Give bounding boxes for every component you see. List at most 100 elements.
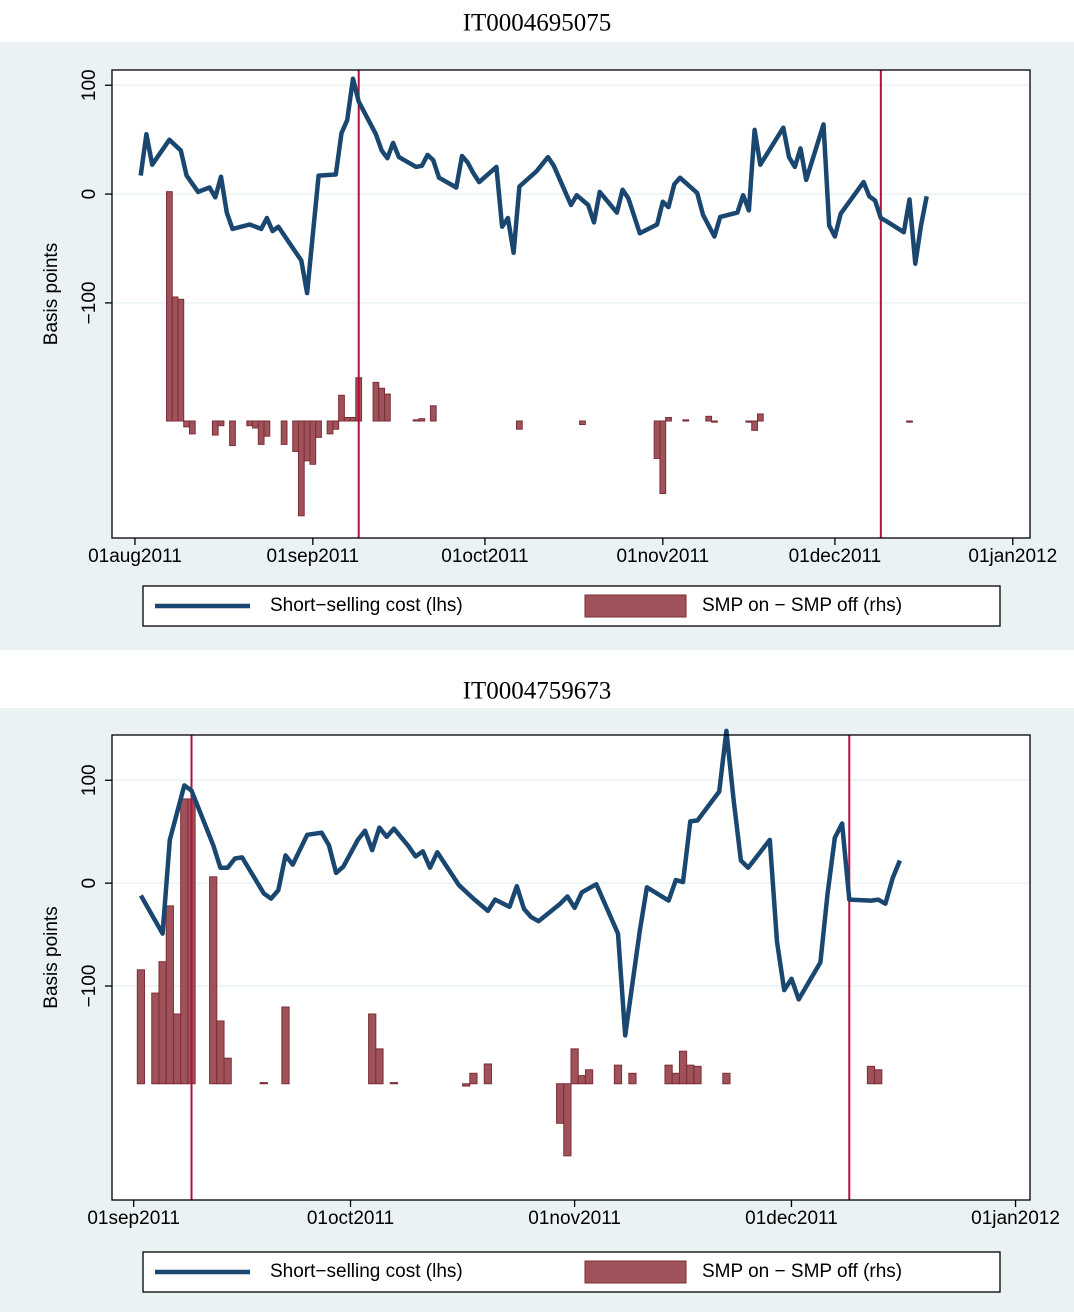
bar [259, 1082, 268, 1085]
bar [263, 420, 271, 437]
x-tick-label: 01jan2012 [971, 1208, 1060, 1229]
bar [579, 420, 586, 426]
bar [315, 420, 322, 438]
bar [613, 1064, 623, 1085]
bar [368, 1013, 377, 1085]
bar [693, 1065, 702, 1085]
y-tick-label: −100 [79, 282, 100, 325]
bar [722, 1072, 731, 1085]
bar [343, 416, 351, 422]
bar [188, 420, 196, 435]
bar [216, 1020, 225, 1085]
bar [866, 1065, 876, 1085]
bar [418, 418, 426, 422]
bar [678, 1050, 688, 1085]
legend-box [142, 1251, 1001, 1293]
x-tick-label: 01jan2012 [968, 546, 1057, 567]
bar [171, 296, 179, 422]
bar [180, 798, 189, 1085]
bar [292, 420, 299, 452]
bar [711, 420, 718, 423]
line-series [138, 76, 929, 296]
bar [745, 420, 753, 423]
bar [584, 1069, 594, 1085]
bar [664, 1064, 673, 1085]
y-tick-label: −100 [79, 965, 100, 1008]
bar [628, 1072, 637, 1085]
y-axis-label: Basis points [41, 243, 62, 345]
legend-label: Short−selling cost (lhs) [270, 1261, 463, 1282]
y-tick-label: 0 [79, 189, 100, 200]
x-tick-label: 01aug2011 [88, 546, 182, 567]
bar [223, 1057, 232, 1085]
bar [556, 1083, 565, 1124]
legend-label: Short−selling cost (lhs) [270, 595, 463, 616]
x-tick-label: 01oct2011 [307, 1208, 394, 1229]
x-tick-label: 01dec2011 [745, 1208, 838, 1229]
plot-frame [111, 69, 1031, 539]
chart-title: IT0004695075 [463, 10, 612, 37]
bar [217, 420, 225, 427]
bar [229, 420, 236, 447]
bar [209, 876, 218, 1085]
bar [378, 387, 386, 422]
legend-label: SMP on − SMP off (rhs) [702, 595, 902, 616]
bar [384, 393, 391, 422]
chart-title: IT0004759673 [463, 678, 612, 705]
plot-area [112, 70, 1030, 538]
bar [246, 420, 254, 427]
legend-swatch [584, 594, 687, 618]
bar [665, 416, 672, 422]
legend-swatch [584, 1260, 687, 1284]
bar [686, 1064, 695, 1085]
bar [172, 1013, 182, 1085]
plot-frame [111, 734, 1031, 1201]
bar [151, 992, 160, 1085]
bar [570, 1048, 579, 1085]
bar [469, 1072, 478, 1085]
bar [183, 420, 190, 428]
bar [389, 1082, 399, 1085]
line-series [138, 728, 902, 1038]
bar [429, 405, 437, 422]
bar [756, 413, 764, 422]
y-axis-label: Basis points [41, 906, 62, 1008]
bar [211, 420, 219, 436]
bar [136, 969, 146, 1085]
legend-label: SMP on − SMP off (rhs) [702, 1261, 902, 1282]
bar [177, 298, 185, 422]
bar [332, 420, 340, 430]
bar [906, 420, 913, 423]
bar [252, 420, 259, 429]
x-tick-label: 01sep2011 [267, 546, 360, 567]
bar [372, 381, 380, 422]
x-tick-label: 01oct2011 [441, 546, 528, 567]
y-tick-label: 100 [79, 764, 100, 796]
bar [281, 1006, 290, 1085]
x-tick-label: 01nov2011 [528, 1208, 621, 1229]
bar [682, 419, 690, 422]
bar [165, 905, 174, 1085]
bar [515, 420, 523, 430]
bar [874, 1069, 883, 1085]
bar [166, 191, 173, 422]
legend-box [142, 585, 1001, 627]
bar [563, 1083, 572, 1157]
bar [705, 415, 713, 422]
bar [326, 420, 334, 435]
x-tick-label: 01sep2011 [87, 1208, 180, 1229]
bar [462, 1083, 471, 1087]
bar [349, 416, 357, 422]
bar [338, 394, 345, 422]
bar [577, 1075, 586, 1085]
y-tick-label: 0 [79, 878, 100, 889]
bar [653, 420, 661, 459]
bar [375, 1048, 384, 1085]
bar [280, 420, 288, 445]
bar [257, 420, 265, 445]
bar [483, 1063, 492, 1085]
bar [659, 420, 667, 495]
bar [412, 419, 420, 422]
bar [671, 1072, 680, 1085]
